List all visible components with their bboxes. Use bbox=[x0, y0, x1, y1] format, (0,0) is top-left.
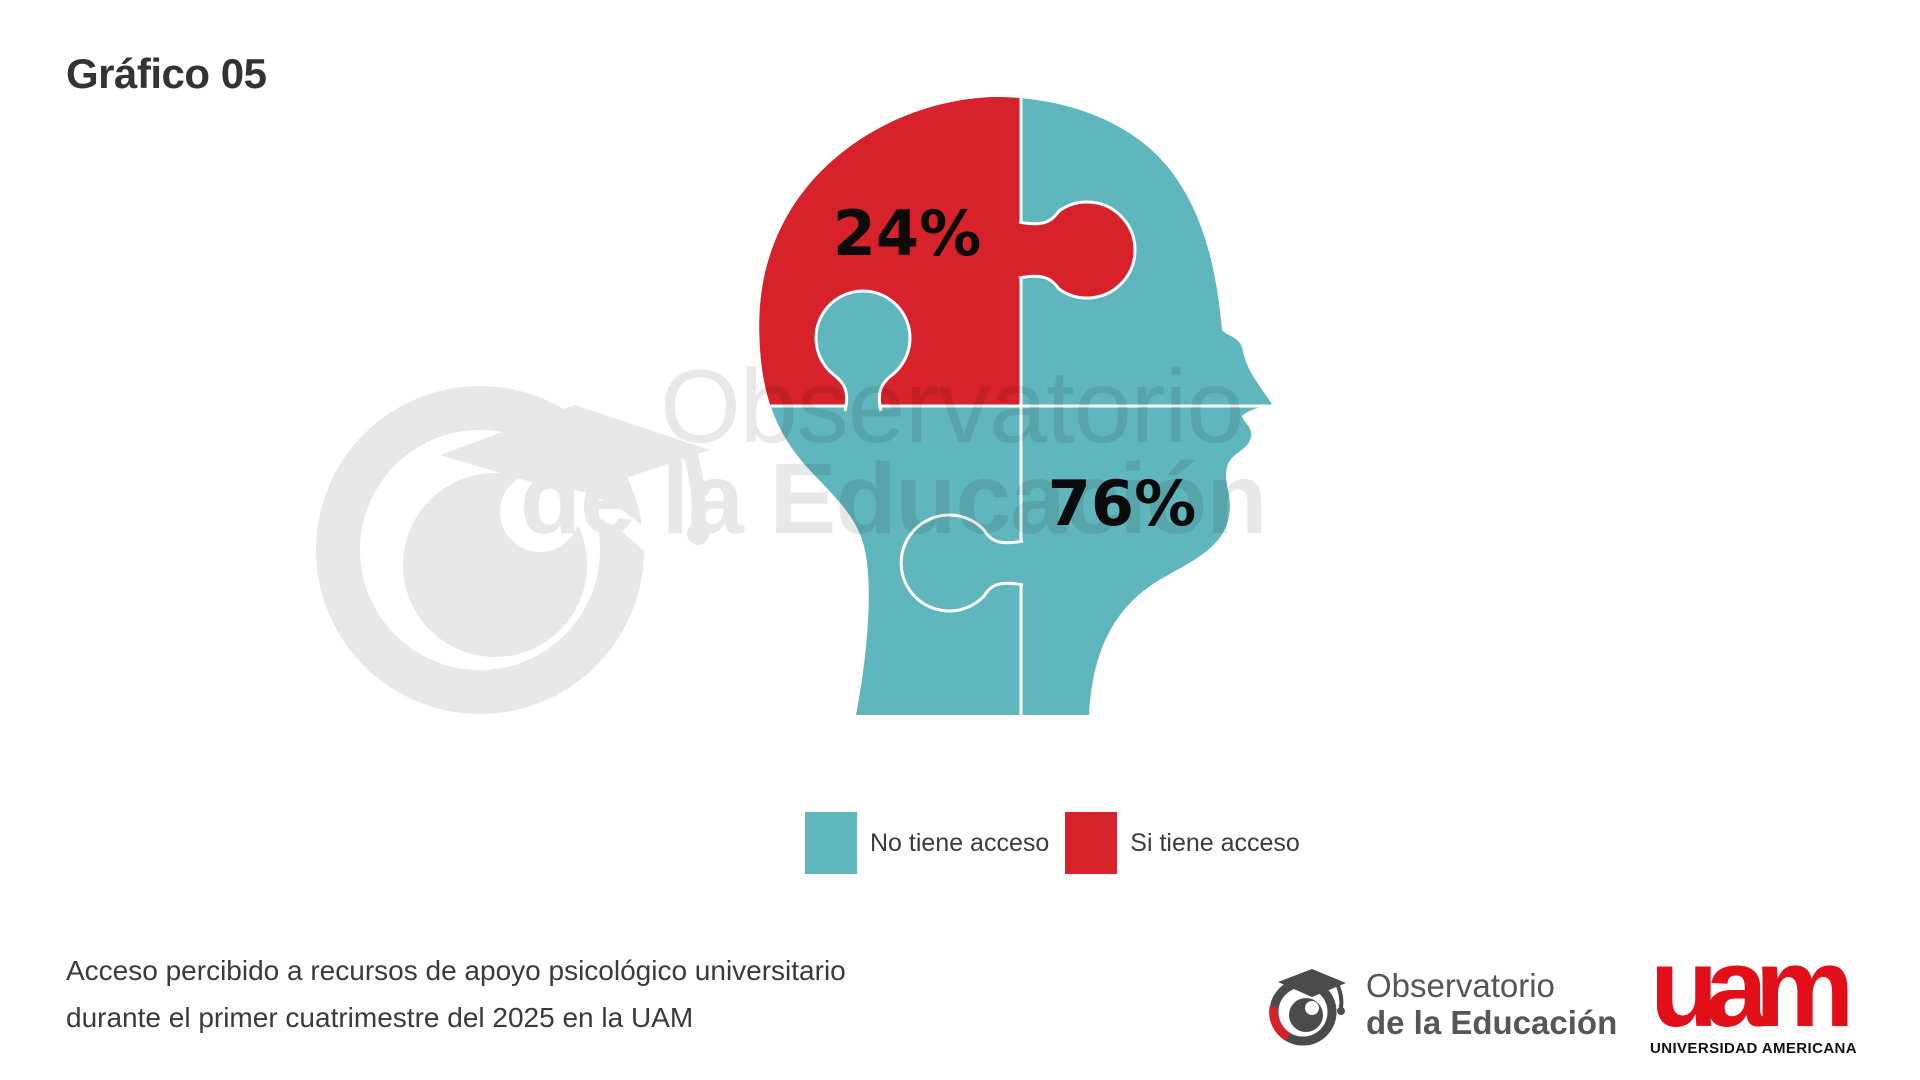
legend-label: No tiene acceso bbox=[870, 828, 1050, 857]
uam-university-name: UNIVERSIDAD AMERICANA bbox=[1650, 1040, 1858, 1057]
teal-slice-percent-label: 76% bbox=[1048, 467, 1196, 540]
puzzle-knob-left-outline bbox=[899, 513, 1024, 613]
puzzle-knob-right-outline bbox=[1018, 200, 1137, 300]
legend-item-si-tiene-acceso: Si tiene acceso bbox=[1065, 812, 1300, 874]
page-title: Gráfico 05 bbox=[66, 50, 267, 97]
legend-swatch-red bbox=[1065, 812, 1118, 874]
legend-swatch-teal bbox=[805, 812, 857, 874]
puzzle-knob-up-outline bbox=[814, 289, 912, 412]
observatorio-logo-line2: de la Educación bbox=[1366, 1003, 1618, 1041]
caption-line2: durante el primer cuatrimestre del 2025 … bbox=[66, 1002, 694, 1033]
observatorio-logo: Observatorio de la Educación bbox=[1262, 958, 1617, 1050]
observatorio-logo-line1: Observatorio bbox=[1366, 966, 1555, 1004]
camera-eye-graduation-cap-icon bbox=[1269, 969, 1346, 1046]
legend-item-no-tiene-acceso: No tiene acceso bbox=[805, 812, 1049, 874]
legend-label: Si tiene acceso bbox=[1130, 828, 1300, 857]
puzzle-knob-left-fill bbox=[901, 515, 1025, 611]
puzzle-knob-right-fill bbox=[1017, 202, 1135, 299]
uam-acronym: uam bbox=[1650, 925, 1854, 1050]
chart-caption: Acceso percibido a recursos de apoyo psi… bbox=[66, 947, 846, 1041]
uam-logo: uam UNIVERSIDAD AMERICANA bbox=[1650, 925, 1880, 1058]
caption-line1: Acceso percibido a recursos de apoyo psi… bbox=[66, 955, 846, 986]
red-slice-percent-label: 24% bbox=[833, 197, 981, 270]
puzzle-knob-up-fill bbox=[816, 291, 910, 411]
chart-legend: No tiene acceso Si tiene acceso bbox=[805, 812, 1300, 874]
